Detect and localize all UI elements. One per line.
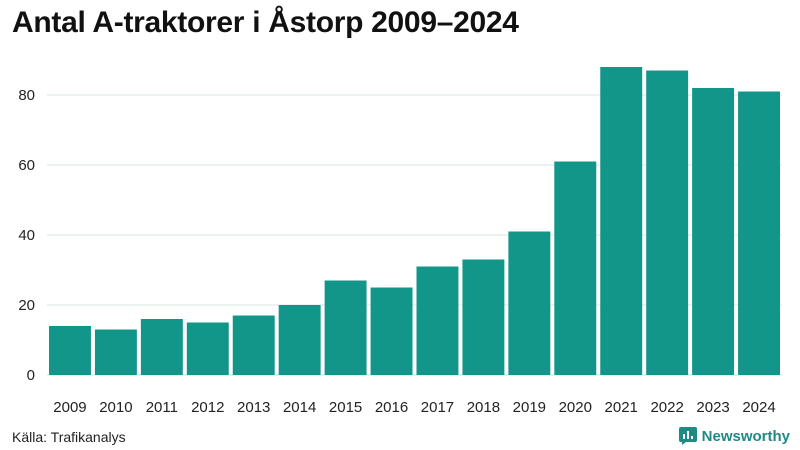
source-note: Källa: Trafikanalys [12,429,126,445]
chart-title: Antal A-traktorer i Åstorp 2009–2024 [12,6,519,39]
bar-2009[interactable] [49,326,91,375]
x-tick-label: 2017 [421,399,454,416]
x-tick-label: 2016 [375,399,408,416]
x-tick-label: 2019 [513,399,546,416]
bar-2024[interactable] [738,91,780,376]
x-tick-label: 2009 [53,399,86,416]
bars [49,67,780,375]
bar-2022[interactable] [646,70,689,376]
bar-2023[interactable] [692,88,735,375]
x-tick-label: 2013 [237,399,270,416]
bar-2018[interactable] [462,259,505,376]
x-tick-label: 2021 [605,399,638,416]
x-tick-label: 2012 [191,399,224,416]
y-tick-label: 20 [18,297,35,314]
y-axis-ticks: 0 20 40 60 80 [18,87,35,384]
brand-name: Newsworthy [701,427,790,445]
bar-2020[interactable] [554,161,597,376]
bar-2011[interactable] [140,319,183,375]
newsworthy-logo-icon [678,427,697,445]
x-tick-label: 2015 [329,399,362,416]
bar-2012[interactable] [186,322,229,376]
y-tick-label: 40 [18,227,35,244]
brand-logo[interactable]: Newsworthy [678,427,790,445]
bar-2016[interactable] [370,287,413,376]
x-tick-label: 2022 [650,399,683,416]
x-tick-label: 2011 [146,399,178,416]
x-tick-label: 2020 [559,399,592,416]
y-tick-label: 60 [18,157,35,174]
bar-2017[interactable] [416,266,459,376]
y-tick-label: 80 [18,87,35,104]
bar-2019[interactable] [508,231,551,376]
x-tick-label: 2023 [696,399,729,416]
x-tick-label: 2014 [283,399,316,416]
bar-2014[interactable] [278,305,321,375]
bar-2021[interactable] [600,67,643,375]
x-tick-label: 2018 [467,399,500,416]
bar-2015[interactable] [324,280,367,376]
y-tick-label: 0 [27,367,35,384]
x-axis-ticks: 2009 2010 2011 2012 2013 2014 2015 2016 2017 2018… [53,399,775,416]
x-tick-label: 2024 [742,399,775,416]
bar-2010[interactable] [94,329,137,376]
x-tick-label: 2010 [99,399,132,416]
bar-2013[interactable] [232,315,275,376]
